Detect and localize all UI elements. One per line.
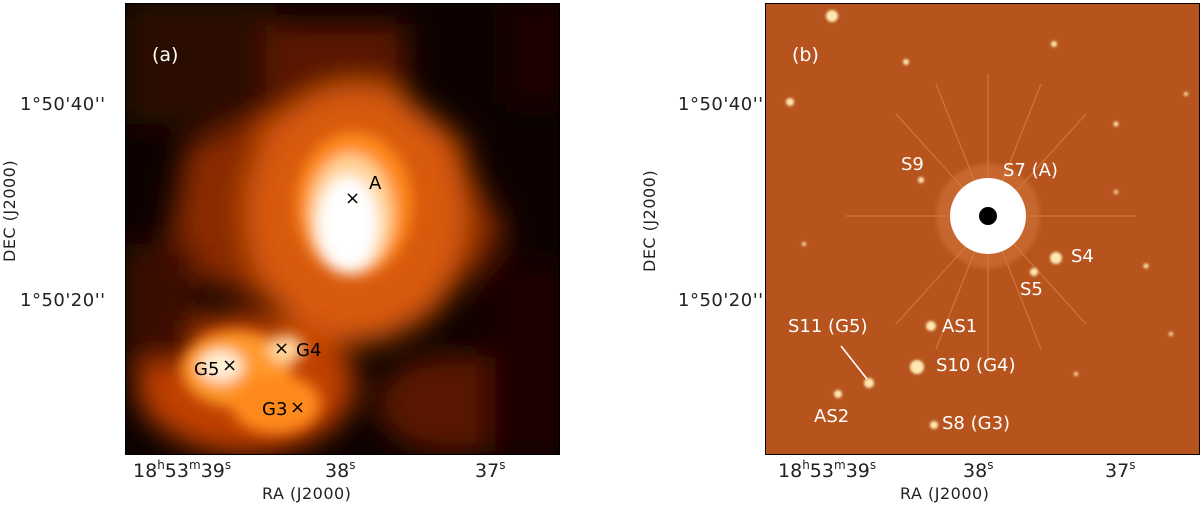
label-s8: S8 (G3) — [942, 413, 1011, 434]
s7-core — [979, 207, 997, 225]
star-as2 — [834, 390, 842, 398]
label-as1: AS1 — [942, 316, 978, 337]
star-s11 — [864, 378, 874, 388]
marker-g4-cross: × — [274, 338, 290, 359]
star-s10 — [910, 360, 924, 374]
panel-b-ytick-2: 1°50'20'' — [678, 290, 764, 311]
panel-a-xtick-1: 18h53m39s — [133, 458, 232, 482]
star-s5 — [1030, 268, 1038, 276]
panel-a-emission-map — [126, 4, 559, 454]
panel-b-image: (b) S9 S7 (A) S4 S5 AS1 S11 (G5) S10 (G4… — [765, 3, 1200, 455]
star-s4 — [1050, 252, 1062, 264]
star-as1 — [926, 321, 936, 331]
panel-a-xtick-3: 37s — [475, 458, 506, 482]
label-g5: G5 — [194, 359, 220, 380]
panel-a-ylabel: DEC (J2000) — [0, 159, 19, 262]
panel-b-xtick-3: 37s — [1105, 458, 1136, 482]
s11-pointer-line — [840, 345, 868, 380]
panel-b-tag: (b) — [792, 44, 819, 66]
label-s4: S4 — [1071, 246, 1094, 267]
label-s10: S10 (G4) — [936, 355, 1016, 376]
panel-b-xtick-1: 18h53m39s — [778, 458, 877, 482]
panel-a-ytick-1: 1°50'40'' — [20, 94, 106, 115]
panel-a-image: (a) × A × G4 × G5 × G3 — [125, 3, 560, 455]
star-s9 — [918, 177, 924, 183]
marker-a-cross: × — [345, 188, 361, 209]
label-g4: G4 — [296, 340, 322, 361]
star-sources — [786, 10, 1188, 429]
label-s7: S7 (A) — [1003, 160, 1058, 181]
panel-b-ylabel: DEC (J2000) — [640, 169, 659, 272]
panel-b-xtick-2: 38s — [963, 458, 994, 482]
label-g3: G3 — [262, 399, 288, 420]
panel-b-xlabel: RA (J2000) — [900, 484, 990, 503]
panel-b-ytick-1: 1°50'40'' — [678, 94, 764, 115]
panel-a-tag: (a) — [152, 44, 179, 66]
marker-g3-cross: × — [290, 397, 306, 418]
panel-b-star-field — [766, 4, 1199, 454]
panel-a-bright-core — [181, 132, 412, 434]
label-a: A — [369, 173, 382, 194]
panel-a-xtick-2: 38s — [325, 458, 356, 482]
label-as2: AS2 — [814, 406, 850, 427]
label-s9: S9 — [901, 154, 924, 175]
star-s8 — [930, 421, 938, 429]
label-s5: S5 — [1020, 279, 1043, 300]
panel-a-xlabel: RA (J2000) — [262, 484, 352, 503]
label-s11: S11 (G5) — [788, 316, 868, 337]
panel-a-ytick-2: 1°50'20'' — [20, 290, 106, 311]
marker-g5-cross: × — [222, 355, 238, 376]
